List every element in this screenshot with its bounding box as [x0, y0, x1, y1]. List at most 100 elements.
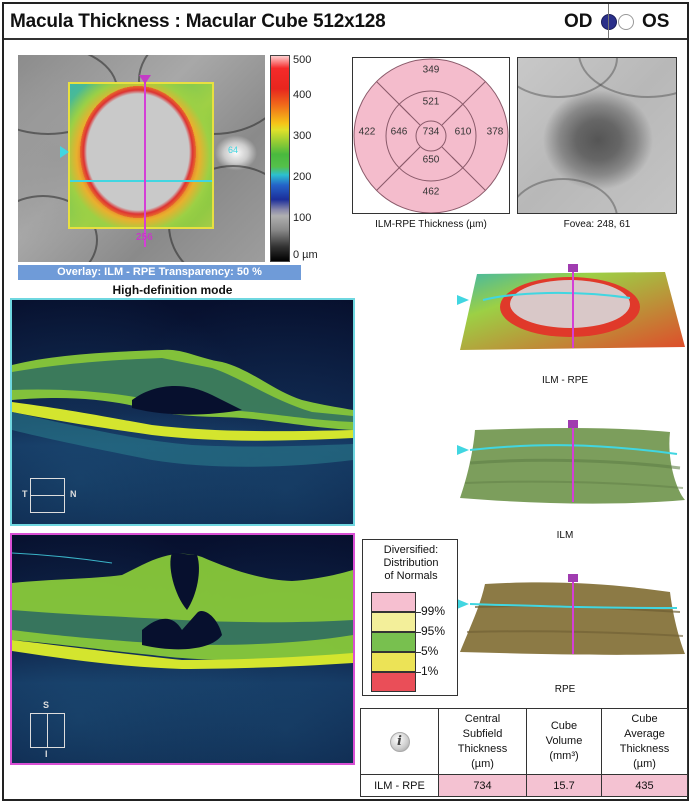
etdrs-thickness-grid[interactable]: 349 422 378 462 521 646 610 650 734: [352, 57, 510, 214]
eye-os-radio-icon[interactable]: [618, 14, 634, 30]
scale-tick: 400: [293, 89, 312, 101]
orientation-box: [30, 713, 65, 748]
info-icon[interactable]: i: [389, 731, 410, 752]
central-subfield-value: 734: [438, 774, 527, 797]
scale-tick: 300: [293, 130, 312, 142]
surface-ilm-rpe-3d[interactable]: [455, 262, 690, 362]
horizontal-slice-arrow-icon[interactable]: [60, 146, 69, 158]
legend-title-line: of Normals: [384, 570, 438, 582]
etdrs-outer-superior: 349: [422, 64, 440, 76]
info-cell[interactable]: i: [360, 708, 439, 775]
legend-swatch-below-1: [371, 672, 416, 692]
scale-tick: 200: [293, 171, 312, 183]
etdrs-outer-temporal: 422: [358, 126, 376, 138]
summary-table: i Central Subfield Thickness (µm) Cube V…: [360, 708, 688, 797]
orientation-arrow-icon: [47, 714, 48, 747]
header-line: Central: [464, 712, 501, 725]
header-line: (µm): [471, 757, 494, 770]
legend-label: 1%: [421, 664, 439, 678]
etdrs-grid-chart: [353, 58, 509, 213]
legend-swatch-1: [371, 652, 416, 672]
header-line: Thickness: [619, 742, 670, 755]
orientation-arrow-icon: [31, 495, 64, 496]
report-header: Macula Thickness : Macular Cube 512x128 …: [4, 4, 687, 40]
legend-swatch-5: [371, 632, 416, 652]
scale-tick: 500: [293, 54, 312, 66]
surface-label: RPE: [554, 684, 576, 695]
surface-ilm-3d[interactable]: [455, 418, 690, 518]
cube-average-value: 435: [601, 774, 688, 797]
thickness-overlay: [68, 82, 214, 229]
surface-label: ILM: [556, 530, 574, 541]
legend-tick: [413, 612, 421, 613]
horizontal-slice-line[interactable]: [70, 180, 212, 182]
header-cube-average: Cube Average Thickness (µm): [601, 708, 688, 775]
legend-tick: [413, 652, 421, 653]
cube-volume-value: 15.7: [526, 774, 602, 797]
eye-os-selector[interactable]: OS: [618, 11, 669, 33]
header-cube-volume: Cube Volume (mm³): [526, 708, 602, 775]
header-line: Thickness: [457, 742, 508, 755]
orientation-right-label: N: [70, 489, 77, 499]
legend-swatch-99: [371, 592, 416, 612]
fovea-caption: Fovea: 248, 61: [563, 219, 631, 230]
retina-layers: [12, 349, 353, 467]
header-line: Average: [624, 727, 665, 740]
etdrs-outer-inferior: 462: [422, 186, 440, 198]
hd-mode-label: High-definition mode: [112, 283, 233, 297]
etdrs-inner-nasal: 610: [454, 126, 472, 138]
eye-os-label: OS: [642, 11, 670, 32]
legend-title-line: Distribution: [383, 557, 439, 569]
vertical-slice-line[interactable]: [144, 75, 146, 247]
bscan-vertical[interactable]: S I: [10, 533, 355, 765]
legend-label: 5%: [421, 644, 439, 658]
summary-header-row: i Central Subfield Thickness (µm) Cube V…: [360, 708, 688, 775]
row-label: ILM - RPE: [360, 774, 439, 797]
header-line: Volume: [545, 735, 583, 747]
legend-tick: [413, 672, 421, 673]
normative-legend: Diversified: Distribution of Normals 99%…: [362, 539, 458, 696]
header-line: Cube: [631, 712, 658, 725]
etdrs-inner-superior: 521: [422, 96, 440, 108]
overlay-status-bar[interactable]: Overlay: ILM - RPE Transparency: 50 %: [18, 265, 301, 280]
header-line: (mm³): [549, 750, 579, 762]
eye-separator: [608, 4, 609, 38]
table-row: ILM - RPE 734 15.7 435: [360, 774, 688, 797]
etdrs-inner-temporal: 646: [390, 126, 408, 138]
orientation-left-label: T: [22, 489, 28, 499]
etdrs-inner-inferior: 650: [422, 154, 440, 166]
orientation-bottom-label: I: [45, 749, 48, 759]
fovea-fundus-image[interactable]: [517, 57, 677, 214]
retina-layers: [12, 552, 353, 669]
header-line: Subfield: [462, 727, 503, 740]
orientation-top-label: S: [43, 700, 50, 710]
horizontal-slice-label: 64: [228, 145, 239, 155]
vertical-slice-label: 256: [136, 232, 153, 243]
report-title: Macula Thickness : Macular Cube 512x128: [10, 11, 386, 32]
legend-tick: [413, 632, 421, 633]
etdrs-caption: ILM-RPE Thickness (µm): [375, 219, 487, 230]
fundus-thickness-map[interactable]: 64 256: [18, 55, 265, 262]
vessel: [578, 58, 676, 98]
legend-title-line: Diversified:: [383, 544, 439, 556]
thickness-color-scale: [270, 55, 290, 262]
vessel: [518, 178, 618, 213]
etdrs-center: 734: [422, 126, 440, 138]
surface-rpe-3d[interactable]: [455, 572, 690, 672]
bscan-horizontal[interactable]: T N: [10, 298, 355, 526]
header-line: (µm): [633, 757, 656, 770]
legend-title: Diversified: Distribution of Normals: [363, 544, 459, 583]
orientation-box: [30, 478, 65, 513]
legend-swatch-95: [371, 612, 416, 632]
surface-label: ILM - RPE: [541, 375, 589, 386]
vertical-slice-arrow-icon[interactable]: [139, 75, 151, 84]
header-line: Cube: [550, 720, 578, 732]
eye-od-label: OD: [564, 11, 593, 32]
legend-label: 99%: [421, 604, 446, 618]
header-central-subfield: Central Subfield Thickness (µm): [438, 708, 527, 775]
scale-tick: 0 µm: [293, 249, 318, 261]
scale-tick: 100: [293, 212, 312, 224]
etdrs-outer-nasal: 378: [486, 126, 504, 138]
legend-label: 95%: [421, 624, 446, 638]
